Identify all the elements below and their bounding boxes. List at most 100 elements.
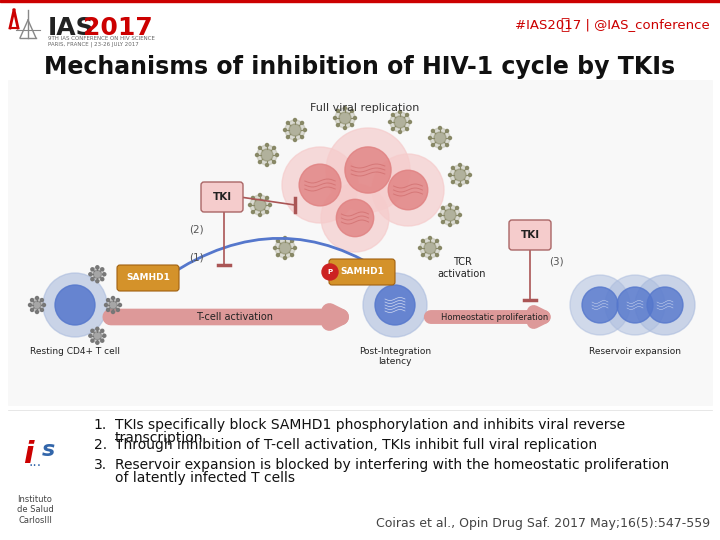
Circle shape [389,120,392,124]
Circle shape [35,310,38,314]
Circle shape [258,146,261,150]
Circle shape [93,332,102,340]
Circle shape [421,254,424,256]
Circle shape [291,239,294,242]
Circle shape [459,164,462,166]
Circle shape [570,275,630,335]
Circle shape [117,308,120,312]
Circle shape [254,199,266,211]
Circle shape [285,120,305,140]
Circle shape [96,266,99,269]
FancyBboxPatch shape [329,259,395,285]
Circle shape [441,220,444,224]
Circle shape [258,160,261,164]
Text: 2017: 2017 [83,16,153,40]
Circle shape [436,239,438,242]
Circle shape [394,116,406,128]
Circle shape [451,180,454,184]
Circle shape [343,106,346,110]
Circle shape [466,166,469,170]
Bar [0,408,720,540]
Circle shape [119,303,122,307]
Circle shape [431,130,434,132]
Circle shape [266,211,269,214]
Text: Homeostatic proliferation: Homeostatic proliferation [441,313,549,321]
Circle shape [43,273,107,337]
Circle shape [90,267,104,281]
Circle shape [441,206,444,210]
Circle shape [392,127,395,131]
Circle shape [459,184,462,186]
Circle shape [304,129,307,132]
Circle shape [96,280,99,283]
Text: 1.: 1. [94,418,107,432]
Circle shape [322,264,338,280]
Circle shape [106,298,120,312]
Circle shape [299,164,341,206]
Circle shape [449,173,451,177]
Circle shape [450,165,470,185]
Circle shape [89,273,92,276]
Text: transcription: transcription [115,431,204,445]
Circle shape [430,128,450,148]
Circle shape [438,213,441,217]
Circle shape [336,199,374,237]
Circle shape [363,273,427,337]
Circle shape [258,213,261,217]
Circle shape [408,120,412,124]
Circle shape [398,111,402,113]
Circle shape [438,126,441,130]
Circle shape [91,278,94,281]
Text: #IAS2017 | @IAS_conference: #IAS2017 | @IAS_conference [516,18,710,31]
Circle shape [449,137,451,139]
Circle shape [647,287,683,323]
Text: SAMHD1: SAMHD1 [126,273,170,282]
Circle shape [30,298,44,312]
Circle shape [617,287,653,323]
Circle shape [392,113,395,117]
Circle shape [635,275,695,335]
Circle shape [93,270,102,279]
Circle shape [30,308,34,312]
Circle shape [250,195,270,215]
Circle shape [96,327,99,330]
Circle shape [428,237,431,240]
FancyBboxPatch shape [509,220,551,250]
Circle shape [428,137,431,139]
Text: Through inhibition of T-cell activation, TKIs inhibit full viral replication: Through inhibition of T-cell activation,… [115,438,597,452]
Circle shape [117,299,120,301]
Circle shape [438,146,441,150]
Circle shape [446,144,449,146]
Text: i: i [23,440,33,469]
Circle shape [89,334,92,338]
Text: IAS: IAS [48,16,94,40]
Circle shape [345,147,391,193]
Circle shape [388,170,428,210]
Circle shape [339,112,351,124]
Circle shape [112,296,114,300]
Circle shape [326,128,410,212]
FancyBboxPatch shape [117,265,179,291]
Bar [0,0,720,50]
Circle shape [469,173,472,177]
Circle shape [276,254,279,256]
Circle shape [101,278,104,281]
Circle shape [336,124,339,126]
Circle shape [91,329,94,332]
FancyBboxPatch shape [201,182,243,212]
Circle shape [103,334,106,338]
Circle shape [269,204,271,206]
Circle shape [449,224,451,226]
Circle shape [276,239,279,242]
Circle shape [351,124,354,126]
Text: SAMHD1: SAMHD1 [340,267,384,276]
Circle shape [273,146,276,150]
Circle shape [274,246,276,249]
Circle shape [266,144,269,146]
Circle shape [251,211,254,214]
Circle shape [398,131,402,133]
Circle shape [40,299,43,301]
Circle shape [336,110,339,112]
Circle shape [436,254,438,256]
Circle shape [372,154,444,226]
